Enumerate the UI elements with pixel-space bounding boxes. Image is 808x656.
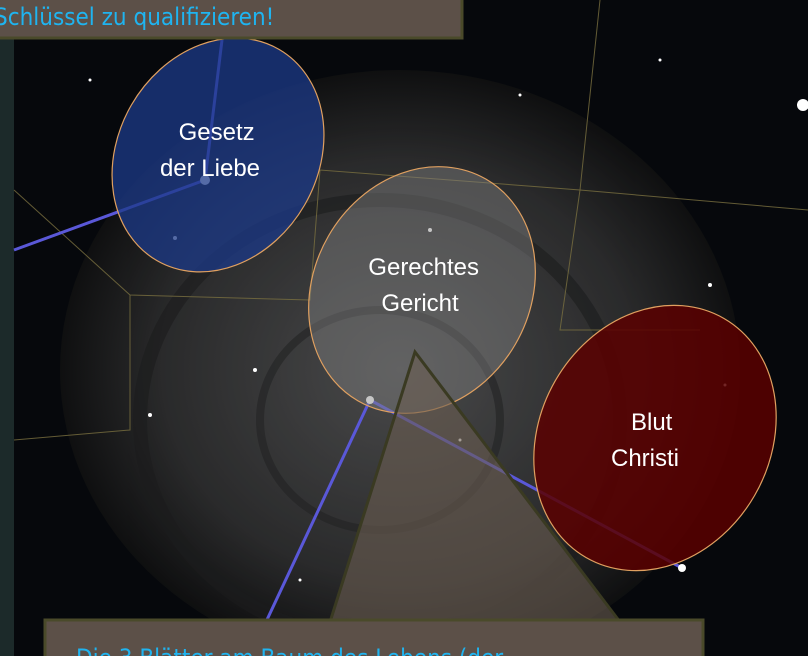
label-line: Gesetz xyxy=(179,119,255,146)
left-edge xyxy=(0,0,14,656)
sky-map: Gesetz der Liebe Gerechtes Gericht Blut … xyxy=(0,0,808,656)
header-text: Schlüssel zu qualifizieren! xyxy=(0,3,274,31)
label-line: Blut xyxy=(631,409,673,436)
footer-text: Die 3 Blätter am Baum des Lebens (der xyxy=(76,644,503,656)
label-line: Christi xyxy=(611,445,679,472)
label-line: Gericht xyxy=(381,290,459,317)
label-line: Gerechtes xyxy=(368,254,479,281)
label-line: der Liebe xyxy=(160,155,260,182)
